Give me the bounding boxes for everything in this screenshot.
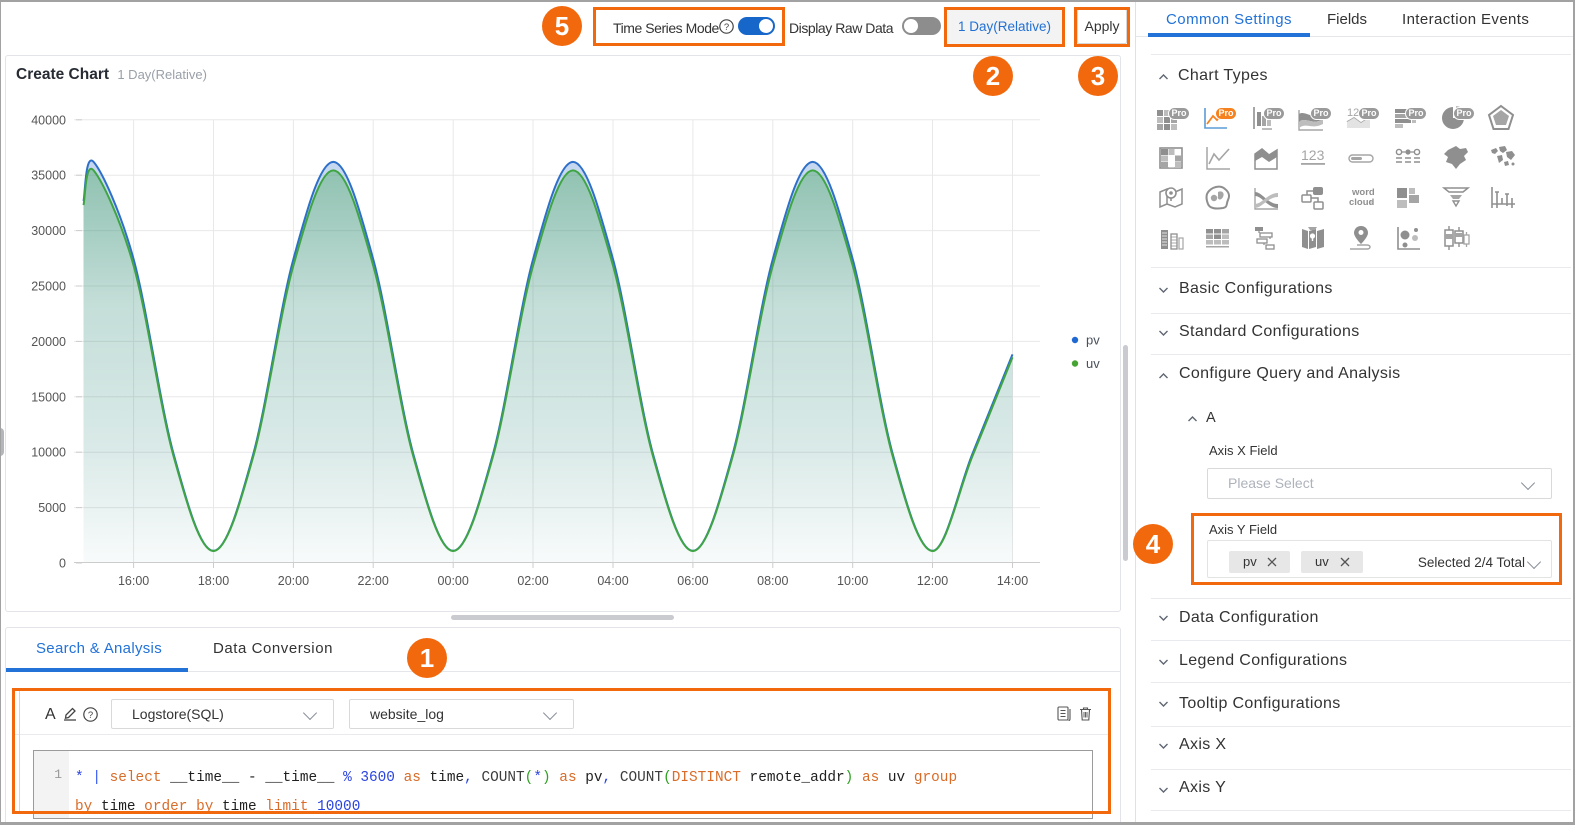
svg-text:25000: 25000 xyxy=(31,280,66,294)
svg-text:0: 0 xyxy=(59,557,66,571)
svg-text:?: ? xyxy=(724,22,729,33)
svg-text:5000: 5000 xyxy=(38,501,66,515)
svg-text:12:00: 12:00 xyxy=(917,574,948,588)
svg-text:06:00: 06:00 xyxy=(677,574,708,588)
svg-text:04:00: 04:00 xyxy=(597,574,628,588)
svg-text:35000: 35000 xyxy=(31,169,66,183)
svg-text:16:00: 16:00 xyxy=(118,574,149,588)
svg-text:40000: 40000 xyxy=(31,113,66,127)
svg-text:?: ? xyxy=(88,710,93,721)
svg-text:20:00: 20:00 xyxy=(278,574,309,588)
svg-text:10000: 10000 xyxy=(31,446,66,460)
svg-text:123: 123 xyxy=(1301,147,1325,163)
svg-text:15000: 15000 xyxy=(31,390,66,404)
svg-text:pv: pv xyxy=(1086,333,1100,348)
svg-text:s: s xyxy=(1370,200,1373,206)
svg-text:00:00: 00:00 xyxy=(438,574,469,588)
svg-text:30000: 30000 xyxy=(31,224,66,238)
svg-text:18:00: 18:00 xyxy=(198,574,229,588)
svg-text:02:00: 02:00 xyxy=(517,574,548,588)
svg-text:22:00: 22:00 xyxy=(358,574,389,588)
svg-text:uv: uv xyxy=(1086,356,1100,371)
svg-text:word: word xyxy=(1351,187,1375,198)
svg-text:20000: 20000 xyxy=(31,335,66,349)
svg-text:cloud: cloud xyxy=(1349,197,1375,208)
svg-text:14:00: 14:00 xyxy=(997,574,1028,588)
svg-text:10:00: 10:00 xyxy=(837,574,868,588)
svg-text:08:00: 08:00 xyxy=(757,574,788,588)
